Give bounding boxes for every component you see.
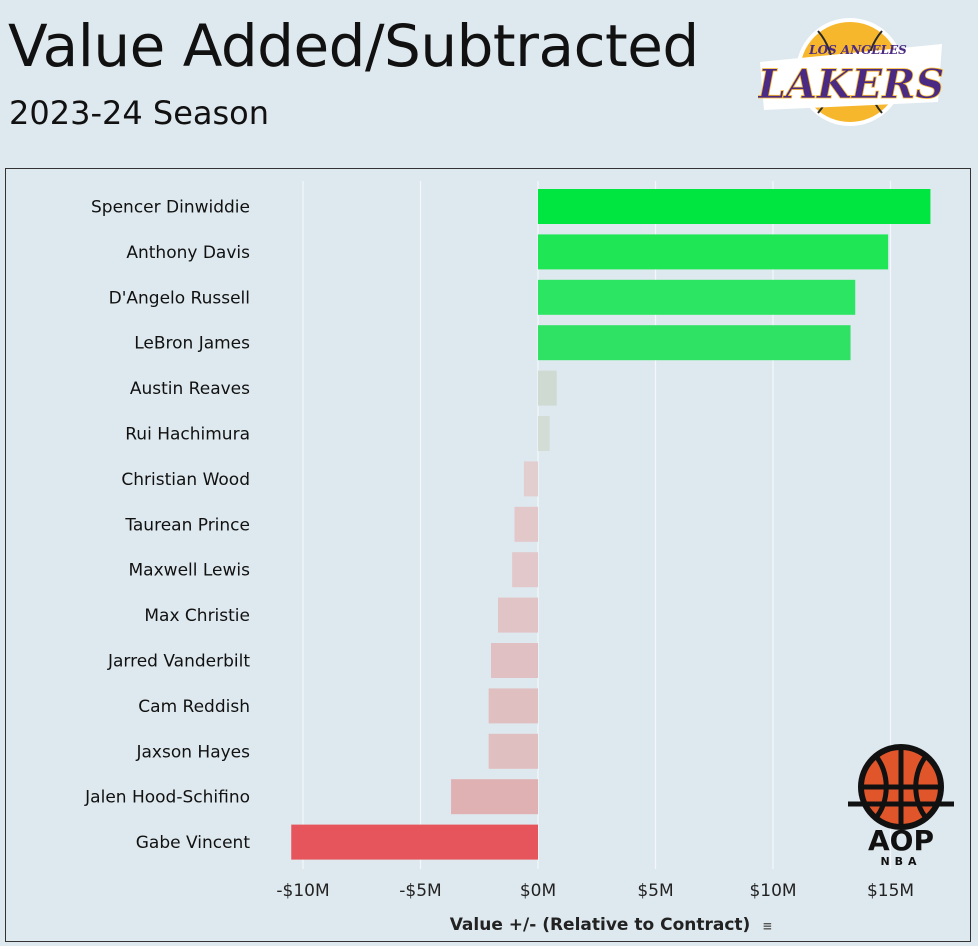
category-label: Austin Reaves <box>130 379 250 399</box>
bar <box>538 370 557 406</box>
category-label-layer: Spencer Dinwiddie Anthony Davis D'Angelo R… <box>84 198 250 854</box>
x-tick-label-layer: -$10M -$5M $0M $5M $10M $15M <box>276 881 914 901</box>
x-tick-label: -$10M <box>276 881 329 901</box>
x-tick-label: $5M <box>637 881 673 901</box>
category-label: Spencer Dinwiddie <box>91 198 250 218</box>
bar-layer <box>291 189 931 860</box>
aop-nba-logo-icon: AOP NBA <box>848 744 954 868</box>
bar <box>538 234 889 270</box>
bar <box>538 189 931 224</box>
category-label: Gabe Vincent <box>136 833 251 853</box>
chart-panel: Spencer Dinwiddie Anthony Davis D'Angelo R… <box>5 168 971 942</box>
chart-subtitle: 2023-24 Season <box>9 94 270 132</box>
category-label: Jalen Hood-Schifino <box>84 788 250 808</box>
category-label: Cam Reddish <box>138 697 250 717</box>
bar <box>512 552 538 588</box>
x-tick-label: $10M <box>749 881 796 901</box>
bar <box>538 416 550 451</box>
aop-sub: NBA <box>880 855 921 868</box>
x-tick-label: $0M <box>520 881 556 901</box>
aop-name: AOP <box>868 824 934 857</box>
bar <box>491 643 538 678</box>
category-label: Rui Hachimura <box>125 425 250 445</box>
category-label: LeBron James <box>134 334 250 354</box>
bar <box>291 824 538 860</box>
bar <box>488 733 538 769</box>
bar <box>451 779 538 815</box>
bar-chart: Spencer Dinwiddie Anthony Davis D'Angelo R… <box>84 181 931 935</box>
bar <box>538 279 856 315</box>
bar <box>514 506 538 542</box>
category-label: Taurean Prince <box>124 515 250 535</box>
category-label: Max Christie <box>144 606 250 626</box>
x-tick-label: $15M <box>867 881 914 901</box>
category-label: Maxwell Lewis <box>129 561 251 581</box>
category-label: Anthony Davis <box>126 243 250 263</box>
x-tick-label: -$5M <box>399 881 441 901</box>
category-label: Jaxson Hayes <box>135 742 250 762</box>
bar <box>498 597 538 633</box>
category-label: D'Angelo Russell <box>109 288 250 308</box>
lakers-banner <box>760 44 942 110</box>
sort-icon: ≡ <box>762 919 772 933</box>
x-axis-label: Value +/- (Relative to Contract) ≡ <box>450 915 773 935</box>
lakers-top-text: LOS ANGELES <box>808 43 907 57</box>
category-label: Christian Wood <box>121 470 250 490</box>
category-label: Jarred Vanderbilt <box>107 652 250 672</box>
lakers-logo-icon: LOS ANGELES LAKERS <box>758 18 944 126</box>
bar <box>523 461 538 497</box>
lakers-wordmark: LAKERS <box>758 61 944 108</box>
bar <box>538 325 851 361</box>
bar <box>488 688 538 724</box>
chart-title: Value Added/Subtracted <box>8 12 699 80</box>
